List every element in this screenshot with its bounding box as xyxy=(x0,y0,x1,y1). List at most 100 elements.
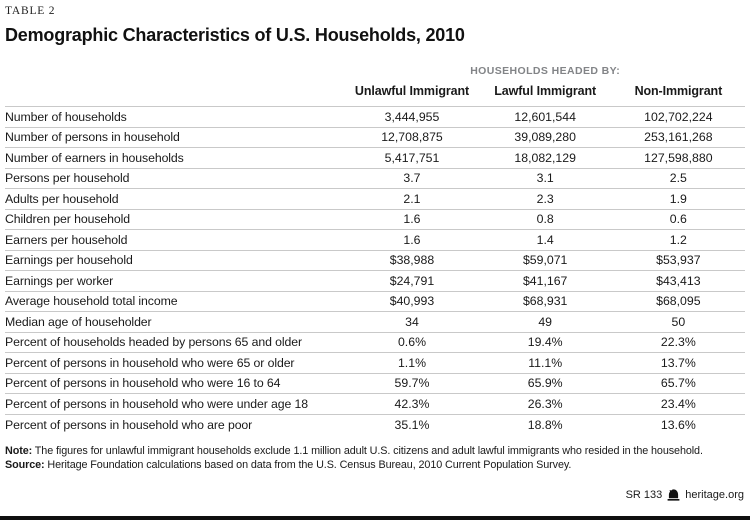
row-label: Earnings per worker xyxy=(5,273,114,288)
note-line: Note: The figures for unlawful immigrant… xyxy=(5,444,745,458)
row-label: Adults per household xyxy=(5,191,119,206)
row-value: $68,931 xyxy=(522,294,568,309)
row-value: 0.6% xyxy=(397,335,426,350)
label-column-spacer xyxy=(5,84,345,98)
row-value: 1.1% xyxy=(397,355,426,370)
table-row: Earnings per worker $24,791 $41,167 $43,… xyxy=(5,271,745,292)
heritage-bell-icon xyxy=(667,489,680,501)
row-label: Percent of persons in household who are … xyxy=(5,417,253,432)
report-footer: SR 133 heritage.org xyxy=(626,489,744,501)
row-label: Average household total income xyxy=(5,294,178,309)
row-value: 49 xyxy=(538,314,553,329)
row-label: Percent of persons in household who were… xyxy=(5,376,281,391)
row-value: $38,988 xyxy=(389,253,435,268)
table-row: Percent of households headed by persons … xyxy=(5,333,745,353)
page-title: Demographic Characteristics of U.S. Hous… xyxy=(5,25,465,45)
row-label: Percent of persons in household who were… xyxy=(5,396,309,411)
row-value: 23.4% xyxy=(660,396,696,411)
column-group-header-row: HOUSEHOLDS HEADED BY: xyxy=(5,65,745,77)
row-label: Number of households xyxy=(5,109,127,124)
footnotes: Note: The figures for unlawful immigrant… xyxy=(5,444,745,472)
report-page: TABLE 2 Demographic Characteristics of U… xyxy=(5,5,745,472)
table-row: Number of earners in households 5,417,75… xyxy=(5,148,745,169)
row-value: 0.8 xyxy=(536,212,554,227)
table-row: Adults per household 2.1 2.3 1.9 xyxy=(5,189,745,210)
row-value: 42.3% xyxy=(394,396,430,411)
row-value: 5,417,751 xyxy=(384,150,440,165)
column-header-unlawful-immigrant: Unlawful Immigrant xyxy=(354,84,470,98)
bottom-rule xyxy=(0,516,750,520)
row-value: 1.4 xyxy=(536,232,554,247)
row-label: Percent of persons in household who were… xyxy=(5,355,295,370)
row-value: 2.3 xyxy=(536,191,554,206)
row-value: 3.7 xyxy=(403,171,421,186)
row-value: 18.8% xyxy=(527,417,563,432)
row-value: 1.6 xyxy=(403,212,421,227)
row-value: 65.7% xyxy=(660,376,696,391)
table-row: Percent of persons in household who were… xyxy=(5,353,745,374)
table-row: Percent of persons in household who were… xyxy=(5,374,745,394)
table-row: Number of households 3,444,955 12,601,54… xyxy=(5,107,745,128)
row-value: 26.3% xyxy=(527,396,563,411)
row-label: Earners per household xyxy=(5,232,128,247)
row-value: $24,791 xyxy=(389,273,435,288)
row-value: 59.7% xyxy=(394,376,430,391)
row-value: 13.7% xyxy=(660,355,696,370)
row-label: Children per household xyxy=(5,212,130,227)
label-column-spacer xyxy=(5,65,345,77)
row-value: 19.4% xyxy=(527,335,563,350)
row-value: $41,167 xyxy=(522,273,568,288)
row-value: 35.1% xyxy=(394,417,430,432)
site-link[interactable]: heritage.org xyxy=(685,489,744,501)
row-value: 39,089,280 xyxy=(514,130,576,145)
row-value: 2.5 xyxy=(669,171,687,186)
source-text: Heritage Foundation calculations based o… xyxy=(44,459,572,472)
table-row: Percent of persons in household who are … xyxy=(5,415,745,436)
row-value: 3,444,955 xyxy=(384,109,440,124)
note-text: The figures for unlawful immigrant house… xyxy=(32,445,703,457)
table-row: Children per household 1.6 0.8 0.6 xyxy=(5,210,745,230)
row-value: 102,702,224 xyxy=(644,109,713,124)
row-value: 1.6 xyxy=(403,232,421,247)
table-row: Earnings per household $38,988 $59,071 $… xyxy=(5,251,745,271)
row-value: $68,095 xyxy=(656,294,701,309)
row-label: Number of persons in household xyxy=(5,130,180,145)
row-value: 22.3% xyxy=(660,335,696,350)
source-line: Source: Heritage Foundation calculations… xyxy=(5,458,745,472)
row-value: 1.2 xyxy=(669,232,687,247)
row-value: 13.6% xyxy=(660,417,696,432)
row-label: Earnings per household xyxy=(5,253,133,268)
table-row: Persons per household 3.7 3.1 2.5 xyxy=(5,169,745,189)
row-label: Persons per household xyxy=(5,171,130,186)
table-number-label: TABLE 2 xyxy=(5,5,56,17)
row-value: $40,993 xyxy=(389,294,435,309)
row-value: 11.1% xyxy=(528,355,563,370)
row-value: 2.1 xyxy=(403,191,421,206)
row-value: 253,161,268 xyxy=(644,130,713,145)
row-value: 65.9% xyxy=(527,376,563,391)
row-value: 127,598,880 xyxy=(644,150,713,165)
table-row: Number of persons in household 12,708,87… xyxy=(5,128,745,148)
row-value: 0.6 xyxy=(669,212,687,227)
row-value: 34 xyxy=(405,314,419,329)
column-header-row: Unlawful Immigrant Lawful Immigrant Non-… xyxy=(5,84,745,106)
report-id: SR 133 xyxy=(625,489,663,501)
column-header-non-immigrant: Non-Immigrant xyxy=(634,84,723,98)
row-value: 3.1 xyxy=(536,171,554,186)
table-body: Number of households 3,444,955 12,601,54… xyxy=(5,106,745,435)
note-label: Note: xyxy=(5,445,33,457)
row-value: 18,082,129 xyxy=(514,150,576,165)
column-header-lawful-immigrant: Lawful Immigrant xyxy=(494,84,597,98)
row-value: 12,601,544 xyxy=(514,109,576,124)
source-label: Source: xyxy=(5,459,45,472)
row-value: 12,708,875 xyxy=(381,130,443,145)
table-row: Earners per household 1.6 1.4 1.2 xyxy=(5,230,745,251)
table-row: Average household total income $40,993 $… xyxy=(5,292,745,312)
table-row: Percent of persons in household who were… xyxy=(5,394,745,415)
row-label: Median age of householder xyxy=(5,314,152,329)
row-value: $53,937 xyxy=(656,253,701,268)
row-value: 50 xyxy=(671,314,686,329)
row-label: Number of earners in households xyxy=(5,150,184,165)
row-label: Percent of households headed by persons … xyxy=(5,335,302,350)
row-value: $43,413 xyxy=(656,273,701,288)
